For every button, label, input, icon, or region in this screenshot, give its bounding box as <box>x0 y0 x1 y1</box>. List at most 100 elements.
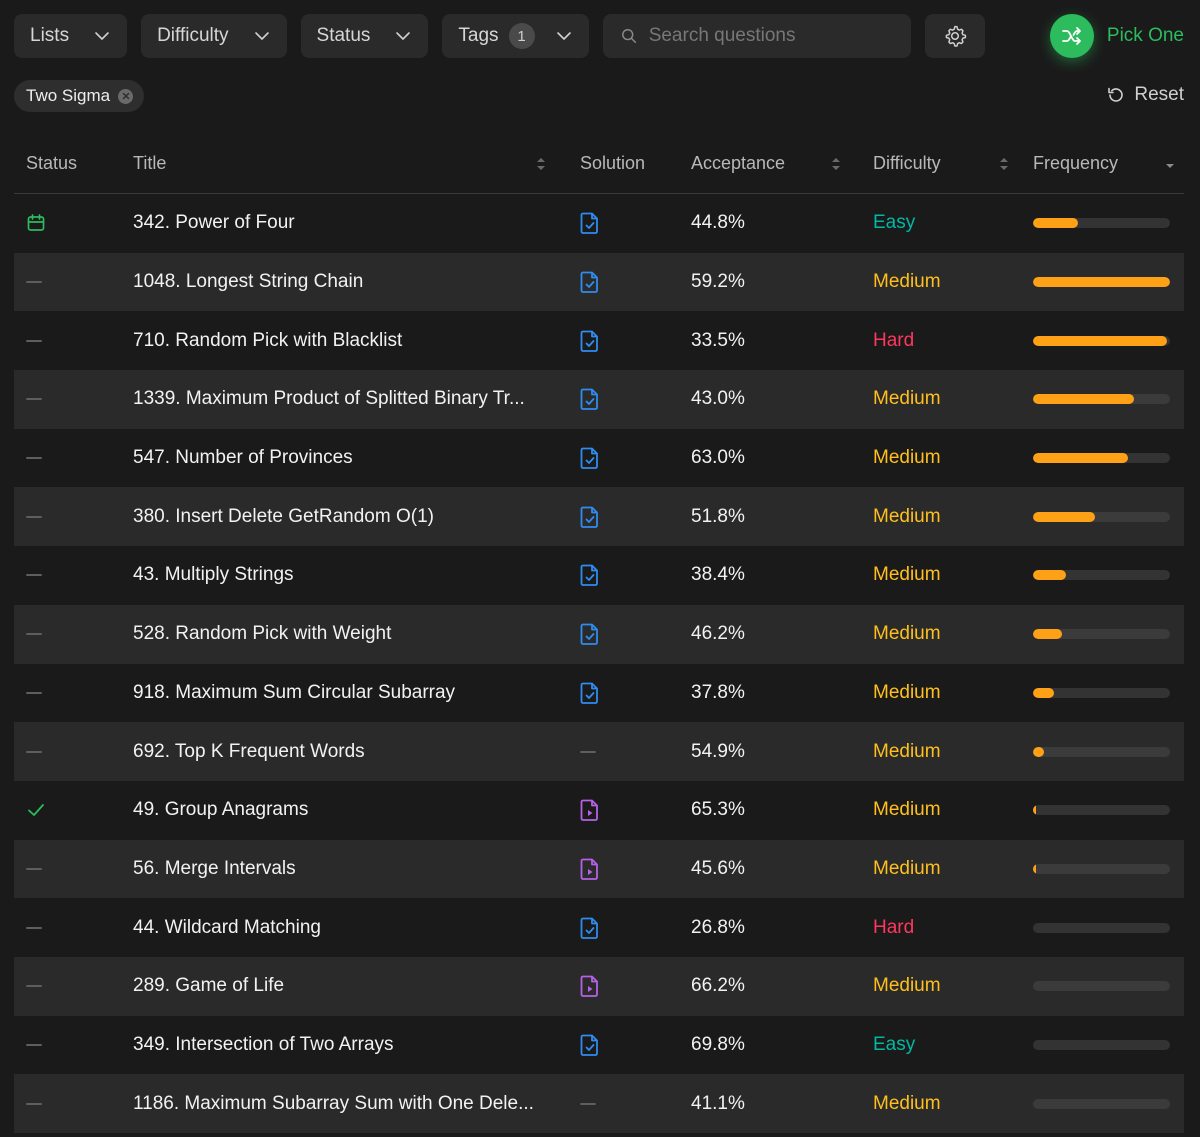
problem-title-link[interactable]: 710. Random Pick with Blacklist <box>133 329 403 351</box>
solution-article-icon[interactable] <box>580 211 600 235</box>
table-row[interactable]: 349. Intersection of Two Arrays 69.8% Easy <box>14 1016 1184 1075</box>
solution-article-icon[interactable] <box>580 622 600 646</box>
solution-cell <box>559 387 670 411</box>
acceptance-cell: 37.8% <box>670 682 856 704</box>
active-filter-label: Two Sigma <box>26 86 111 105</box>
frequency-cell <box>1016 511 1184 522</box>
solution-cell <box>559 446 670 470</box>
remove-filter-button[interactable] <box>118 88 134 104</box>
table-row[interactable]: 1186. Maximum Subarray Sum with One Dele… <box>14 1074 1184 1133</box>
difficulty-cell: Medium <box>856 388 1016 410</box>
table-row[interactable]: 49. Group Anagrams 65.3% Medium <box>14 781 1184 840</box>
status-filter-button[interactable]: Status <box>300 14 429 58</box>
pick-one-button[interactable]: Pick One <box>1049 14 1184 58</box>
status-cell <box>14 1043 119 1046</box>
pick-one-circle[interactable] <box>1049 14 1094 58</box>
problem-title-link[interactable]: 380. Insert Delete GetRandom O(1) <box>133 505 434 527</box>
title-cell: 44. Wildcard Matching <box>119 917 559 939</box>
solution-video-icon[interactable] <box>580 974 600 998</box>
title-cell: 56. Merge Intervals <box>119 858 559 880</box>
solution-cell <box>559 1102 670 1105</box>
problem-title-link[interactable]: 918. Maximum Sum Circular Subarray <box>133 681 456 703</box>
solution-article-icon[interactable] <box>580 1033 600 1057</box>
reset-button[interactable]: Reset <box>1106 84 1184 106</box>
difficulty-cell: Easy <box>856 1034 1016 1056</box>
status-cell <box>14 574 119 577</box>
title-cell: 1339. Maximum Product of Splitted Binary… <box>119 388 559 410</box>
problem-title-link[interactable]: 1339. Maximum Product of Splitted Binary… <box>133 388 525 410</box>
solution-article-icon[interactable] <box>580 329 600 353</box>
table-row[interactable]: 528. Random Pick with Weight 46.2% Medium <box>14 604 1184 664</box>
problem-title-link[interactable]: 692. Top K Frequent Words <box>133 740 365 762</box>
title-cell: 49. Group Anagrams <box>119 799 559 821</box>
settings-button[interactable] <box>924 14 985 58</box>
acceptance-value: 65.3% <box>691 799 745 821</box>
no-solution-dash <box>580 1102 596 1105</box>
problem-title-link[interactable]: 342. Power of Four <box>133 212 295 234</box>
table-row[interactable]: 342. Power of Four 44.8% Easy <box>14 194 1184 253</box>
table-row[interactable]: 43. Multiply Strings 38.4% Medium <box>14 546 1184 605</box>
solution-video-icon[interactable] <box>580 857 600 881</box>
solution-article-icon[interactable] <box>580 916 600 940</box>
problem-title-link[interactable]: 289. Game of Life <box>133 975 285 997</box>
problem-title-link[interactable]: 44. Wildcard Matching <box>133 916 321 938</box>
frequency-cell <box>1016 981 1184 992</box>
problem-title-link[interactable]: 1186. Maximum Subarray Sum with One Dele… <box>133 1092 534 1114</box>
sort-icon[interactable] <box>830 156 842 172</box>
solution-article-icon[interactable] <box>580 681 600 705</box>
frequency-cell <box>1016 394 1184 405</box>
table-row[interactable]: 380. Insert Delete GetRandom O(1) 51.8% Me… <box>14 487 1184 547</box>
acceptance-value: 46.2% <box>691 623 745 645</box>
solution-video-icon[interactable] <box>580 798 600 822</box>
problem-title-link[interactable]: 43. Multiply Strings <box>133 564 294 586</box>
frequency-bar-fill <box>1033 863 1036 874</box>
difficulty-label: Hard <box>873 329 915 351</box>
solution-article-icon[interactable] <box>580 270 600 294</box>
sort-icon[interactable] <box>998 156 1010 172</box>
solution-article-icon[interactable] <box>580 563 600 587</box>
difficulty-filter-button[interactable]: Difficulty <box>141 14 287 58</box>
search-input[interactable] <box>648 25 893 47</box>
column-header-frequency[interactable]: Frequency <box>1016 153 1184 174</box>
acceptance-cell: 51.8% <box>670 506 856 528</box>
solution-cell <box>559 798 670 822</box>
column-header-title[interactable]: Title <box>119 153 559 174</box>
solution-article-icon[interactable] <box>580 505 600 529</box>
search-box[interactable] <box>602 14 911 58</box>
problem-title-link[interactable]: 56. Merge Intervals <box>133 857 296 879</box>
table-row[interactable]: 918. Maximum Sum Circular Subarray 37.8% M… <box>14 664 1184 723</box>
column-header-acceptance[interactable]: Acceptance <box>670 153 856 174</box>
table-row[interactable]: 547. Number of Provinces 63.0% Medium <box>14 429 1184 488</box>
status-cell <box>14 339 119 342</box>
column-header-difficulty[interactable]: Difficulty <box>856 153 1016 174</box>
difficulty-cell: Medium <box>856 799 1016 821</box>
problem-title-link[interactable]: 1048. Longest String Chain <box>133 271 364 293</box>
frequency-bar-fill <box>1033 335 1168 346</box>
problem-title-link[interactable]: 349. Intersection of Two Arrays <box>133 1033 394 1055</box>
problem-title-link[interactable]: 528. Random Pick with Weight <box>133 623 392 645</box>
table-row[interactable]: 710. Random Pick with Blacklist 33.5% Hard <box>14 311 1184 370</box>
status-cell <box>14 867 119 870</box>
table-row[interactable]: 1339. Maximum Product of Splitted Binary… <box>14 370 1184 429</box>
sort-desc-icon[interactable] <box>1164 156 1176 172</box>
table-row[interactable]: 1048. Longest String Chain 59.2% Medium <box>14 252 1184 312</box>
difficulty-label: Medium <box>873 799 941 821</box>
frequency-bar-fill <box>1033 218 1079 229</box>
table-row[interactable]: 44. Wildcard Matching 26.8% Hard <box>14 898 1184 957</box>
active-filter-chip[interactable]: Two Sigma <box>14 80 145 112</box>
frequency-cell <box>1016 629 1184 640</box>
table-row[interactable]: 56. Merge Intervals 45.6% Medium <box>14 839 1184 899</box>
tags-filter-button[interactable]: Tags 1 <box>442 14 589 58</box>
frequency-bar-track <box>1033 511 1170 522</box>
title-cell: 349. Intersection of Two Arrays <box>119 1034 559 1056</box>
table-row[interactable]: 289. Game of Life 66.2% Medium <box>14 956 1184 1016</box>
table-row[interactable]: 692. Top K Frequent Words 54.9% Medium <box>14 722 1184 781</box>
solution-article-icon[interactable] <box>580 387 600 411</box>
problem-title-link[interactable]: 49. Group Anagrams <box>133 799 309 821</box>
difficulty-label: Medium <box>873 623 941 645</box>
sort-icon[interactable] <box>535 156 547 172</box>
lists-filter-button[interactable]: Lists <box>14 14 128 58</box>
solution-article-icon[interactable] <box>580 446 600 470</box>
problem-title-link[interactable]: 547. Number of Provinces <box>133 447 353 469</box>
difficulty-cell: Hard <box>856 330 1016 352</box>
